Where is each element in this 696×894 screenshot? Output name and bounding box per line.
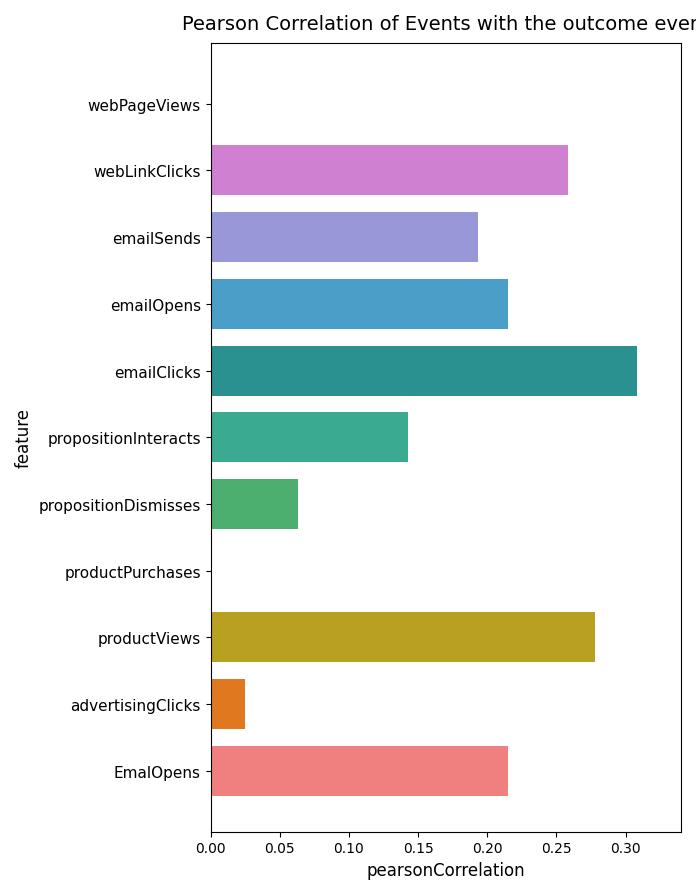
Bar: [211, 546, 212, 596]
Bar: [211, 213, 477, 263]
Bar: [211, 147, 567, 197]
Bar: [211, 346, 637, 396]
Y-axis label: feature: feature: [15, 408, 33, 468]
Bar: [211, 679, 245, 730]
Bar: [211, 746, 508, 796]
X-axis label: pearsonCorrelation: pearsonCorrelation: [367, 861, 525, 879]
Bar: [211, 479, 298, 529]
Bar: [211, 280, 508, 330]
Title: Pearson Correlation of Events with the outcome event: Pearson Correlation of Events with the o…: [182, 15, 696, 34]
Bar: [211, 413, 409, 463]
Bar: [211, 612, 595, 662]
Bar: [211, 80, 212, 130]
